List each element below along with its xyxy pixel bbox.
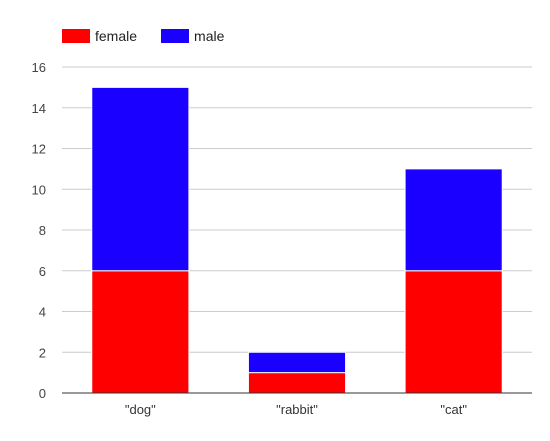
bar-male[interactable] [91,86,190,272]
y-tick-label: 12 [32,142,46,157]
x-tick-label: "rabbit" [276,402,318,417]
bar-female[interactable] [91,270,190,394]
y-tick-label: 0 [39,386,46,401]
y-tick-label: 6 [39,264,46,279]
x-tick-label: "cat" [440,402,467,417]
y-tick-label: 14 [32,101,46,116]
legend: female male [62,28,248,44]
legend-swatch-female [62,29,90,43]
legend-label-female: female [95,28,138,44]
x-tick-label: "dog" [125,402,156,417]
legend-item-male[interactable]: male [161,28,224,44]
bar-female[interactable] [404,270,503,394]
bar-male[interactable] [247,351,347,374]
y-tick-label: 2 [39,345,46,360]
bar-female[interactable] [247,372,347,394]
legend-label-male: male [194,28,225,44]
y-tick-label: 8 [39,223,46,238]
legend-swatch-male [161,29,190,43]
legend-item-female[interactable]: female [62,28,137,44]
y-tick-label: 10 [32,182,46,197]
bar-male[interactable] [404,168,503,272]
y-tick-label: 16 [32,60,46,75]
y-tick-label: 4 [39,305,46,320]
